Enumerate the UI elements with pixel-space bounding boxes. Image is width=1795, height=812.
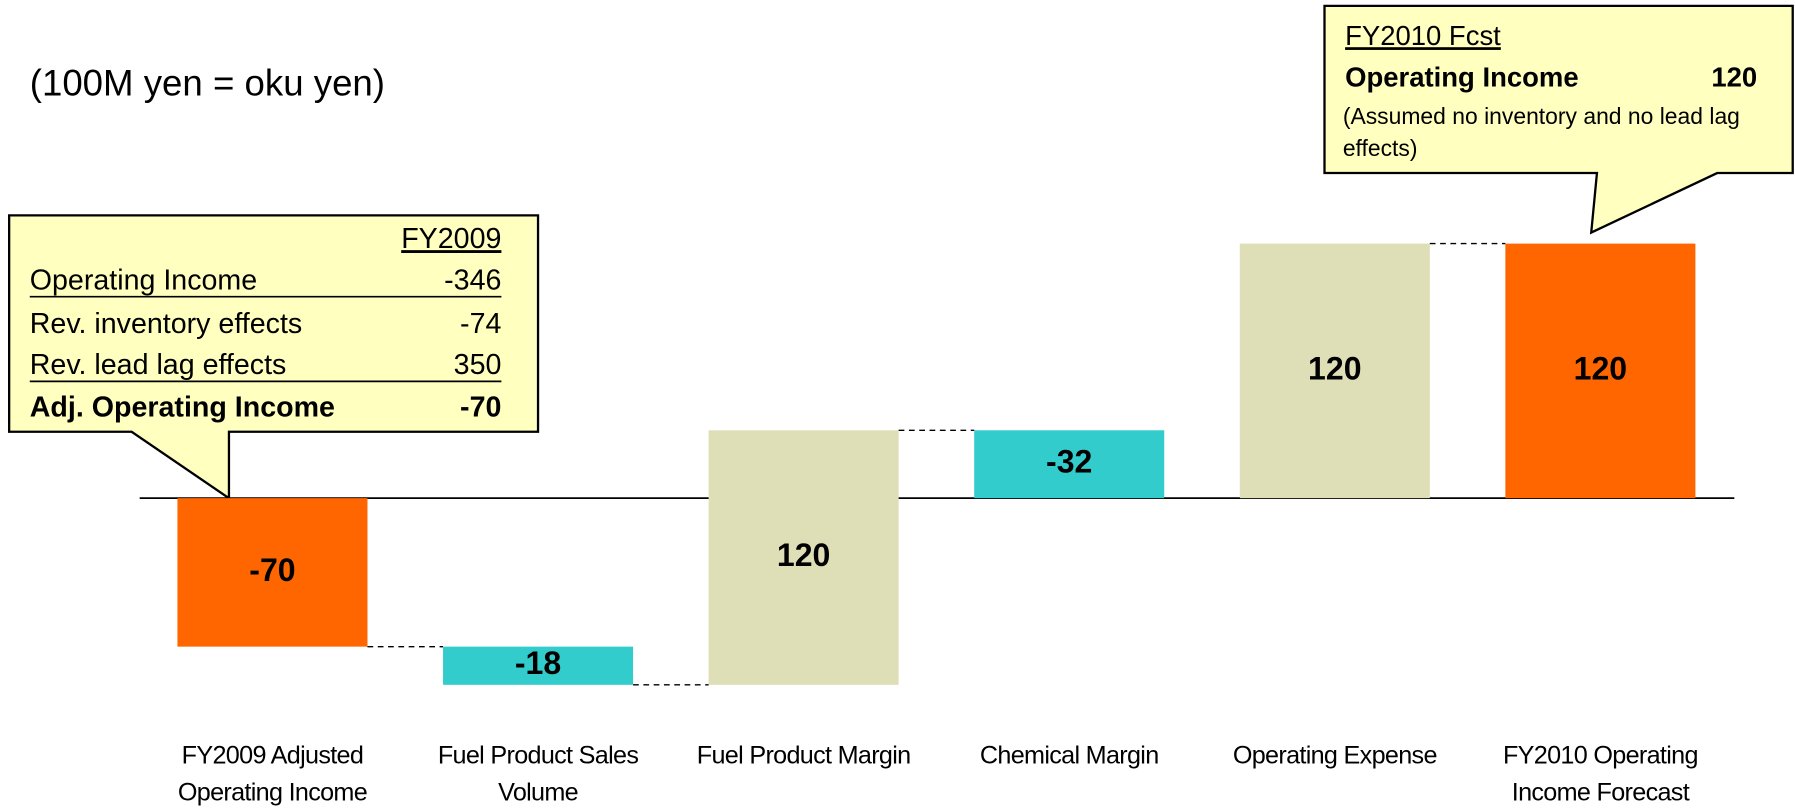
subtitle: (100M yen = oku yen): [30, 63, 385, 104]
row-value: -74: [460, 308, 501, 340]
x-tick-label: Operating Expense: [1232, 740, 1438, 770]
bar: [443, 646, 634, 685]
x-tick-label-box: Chemical Margin: [979, 740, 1159, 770]
row-label: Adj. Operating Income: [30, 391, 335, 423]
value-label: -70: [249, 552, 295, 588]
value-label: -32: [1046, 444, 1092, 480]
x-tick-label-box: FY2010 Operating Income Forecast: [1502, 740, 1699, 807]
x-tick-label: Fuel Product Sales Volume: [437, 740, 639, 807]
bar: [708, 430, 899, 685]
callout-note-box: (Assumed no inventory and no lead lag ef…: [1342, 104, 1740, 162]
x-tick-label-box: Fuel Product Sales Volume: [437, 740, 639, 807]
x-tick-label-box: Fuel Product Margin: [696, 740, 911, 770]
row-value: -70: [460, 391, 501, 423]
bar: [1239, 243, 1430, 499]
callout-header: FY2009: [401, 223, 501, 255]
callout-box: [1323, 4, 1794, 235]
x-tick-label: FY2010 Operating Income Forecast: [1502, 740, 1699, 807]
row-value: -346: [444, 264, 501, 296]
x-tick-label: Chemical Margin: [979, 740, 1159, 770]
row-value: 350: [454, 349, 502, 381]
value-label: 120: [1308, 350, 1361, 386]
callout-rows: Operating Income -346 Rev. inventory effec…: [30, 264, 502, 423]
x-tick-label: Fuel Product Margin: [696, 740, 911, 770]
row-label: Operating Income: [30, 264, 257, 296]
value-label: 120: [777, 537, 830, 573]
x-tick-label-box: Operating Expense: [1232, 740, 1438, 770]
bar: [974, 430, 1165, 499]
callout-note: (Assumed no inventory and no lead lag ef…: [1342, 104, 1740, 162]
row-label: Rev. lead lag effects: [30, 349, 287, 381]
callout-box: [8, 214, 540, 501]
callout-value: 120: [1711, 61, 1757, 92]
x-tick-label-box: FY2009 Adjusted Operating Income: [177, 740, 368, 807]
callout-label: Operating Income: [1345, 61, 1579, 92]
bar: [1505, 243, 1696, 499]
bar: [177, 498, 368, 647]
callout-title: FY2010 Fcst: [1345, 20, 1501, 51]
value-label: -18: [515, 645, 561, 681]
value-label: 120: [1574, 350, 1627, 386]
x-tick-label: FY2009 Adjusted Operating Income: [177, 740, 368, 807]
row-label: Rev. inventory effects: [30, 308, 302, 340]
